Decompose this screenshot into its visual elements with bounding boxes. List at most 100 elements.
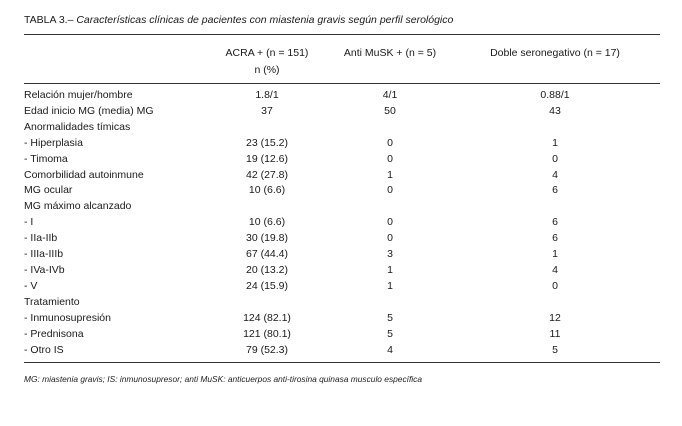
table-row: - Timoma 19 (12.6) 0 0: [24, 152, 660, 168]
seronegative-value: [450, 199, 660, 215]
table-row: - V 24 (15.9) 1 0: [24, 279, 660, 295]
table-row: MG ocular 10 (6.6) 0 6: [24, 183, 660, 199]
acra-value: 124 (82.1): [243, 311, 291, 324]
acra-value: 24 (15.9): [245, 279, 289, 292]
acra-value: 19 (12.6): [245, 152, 289, 165]
acra-value: [204, 295, 330, 311]
row-label: - IIa-IIb: [24, 232, 58, 245]
table-row: Comorbilidad autoinmune 42 (27.8) 1 4: [24, 168, 660, 184]
header-rule: [24, 83, 660, 84]
row-label: MG máximo alcanzado: [24, 200, 132, 213]
row-label: Comorbilidad autoinmune: [24, 168, 144, 181]
acra-value: 79 (52.3): [245, 343, 289, 356]
column-header-seronegative-line1: Doble seronegativo (n = 17): [490, 47, 620, 59]
row-label: - I: [24, 216, 34, 229]
musk-value: 1: [387, 279, 393, 292]
seronegative-value: 0: [552, 152, 558, 165]
column-header-acra: ACRA + (n = 151) n (%): [204, 45, 330, 79]
musk-value: 0: [387, 232, 393, 245]
musk-value: 5: [387, 311, 393, 324]
acra-value: 37: [261, 104, 273, 117]
table-title-text: Características clínicas de pacientes co…: [73, 14, 454, 26]
table-title: TABLA 3.– Características clínicas de pa…: [24, 14, 453, 26]
table-row: - Prednisona 121 (80.1) 5 11: [24, 327, 660, 343]
musk-value: [330, 120, 450, 136]
row-label: Relación mujer/hombre: [24, 89, 133, 101]
row-label: Tratamiento: [24, 295, 80, 308]
data-table: Relación mujer/hombre 1.8/1 4/1 0.88/1 Edad …: [24, 88, 660, 358]
table-row: Relación mujer/hombre 1.8/1 4/1 0.88/1: [24, 88, 660, 104]
table-body: Relación mujer/hombre 1.8/1 4/1 0.88/1 Edad …: [24, 88, 660, 358]
musk-value: 1: [387, 263, 393, 276]
row-label: - IIIa-IIIb: [24, 248, 64, 261]
row-label: - Inmunosupresión: [24, 311, 111, 324]
musk-value: [330, 199, 450, 215]
table-footnote: MG: miastenia gravis; IS: inmunosupresor…: [24, 374, 422, 384]
musk-value: [330, 295, 450, 311]
musk-value: 0: [387, 136, 393, 149]
column-header-acra-line2: n (%): [254, 64, 280, 76]
musk-value: 1: [387, 168, 393, 181]
acra-value: [204, 199, 330, 215]
column-header-musk-line1: Anti MuSK + (n = 5): [343, 47, 437, 59]
row-label: - Otro IS: [24, 343, 64, 356]
musk-value: 0: [387, 216, 393, 229]
musk-value: 5: [387, 327, 393, 340]
musk-value: 0: [387, 152, 393, 165]
seronegative-value: 6: [552, 216, 558, 229]
table-row: - IIa-IIb 30 (19.8) 0 6: [24, 231, 660, 247]
musk-value: 3: [387, 248, 393, 261]
row-label: - V: [24, 279, 38, 292]
table-title-label: TABLA 3.–: [24, 14, 74, 26]
musk-value: 4: [387, 343, 393, 356]
table-row: MG máximo alcanzado: [24, 199, 660, 215]
column-header-acra-line1: ACRA + (n = 151): [225, 47, 309, 59]
seronegative-value: [450, 120, 660, 136]
seronegative-value: 6: [552, 184, 558, 197]
table-row: Tratamiento: [24, 295, 660, 311]
table-row: - Hiperplasia 23 (15.2) 0 1: [24, 136, 660, 152]
acra-value: 10 (6.6): [248, 216, 286, 229]
table-row: - I 10 (6.6) 0 6: [24, 215, 660, 231]
acra-value: 10 (6.6): [248, 184, 286, 197]
seronegative-value: [450, 295, 660, 311]
acra-value: 42 (27.8): [245, 168, 289, 181]
acra-value: 67 (44.4): [245, 248, 289, 261]
seronegative-value: 11: [549, 327, 561, 340]
acra-value: 30 (19.8): [245, 232, 289, 245]
bottom-rule: [24, 362, 660, 363]
table-row: - Inmunosupresión 124 (82.1) 5 12: [24, 311, 660, 327]
acra-value: 1.8/1: [255, 89, 279, 101]
table-row: - Otro IS 79 (52.3) 4 5: [24, 343, 660, 359]
table-row: - IIIa-IIIb 67 (44.4) 3 1: [24, 247, 660, 263]
row-label: - Hiperplasia: [24, 136, 83, 149]
seronegative-value: 12: [549, 311, 561, 324]
seronegative-value: 5: [552, 343, 558, 356]
row-label: - Timoma: [24, 152, 68, 165]
row-label: - Prednisona: [24, 327, 84, 340]
seronegative-value: 4: [552, 263, 558, 276]
row-label: Anormalidades tímicas: [24, 120, 131, 133]
acra-value: 23 (15.2): [245, 136, 289, 149]
musk-value: 0: [387, 184, 393, 197]
seronegative-value: 1: [552, 248, 558, 261]
row-label: MG ocular: [24, 184, 73, 197]
acra-value: 121 (80.1): [243, 327, 291, 340]
musk-value: 50: [384, 104, 396, 117]
musk-value: 4/1: [382, 89, 398, 101]
acra-value: 20 (13.2): [245, 263, 289, 276]
seronegative-value: 6: [552, 232, 558, 245]
column-header-musk: Anti MuSK + (n = 5): [330, 45, 450, 62]
table-row: Edad inicio MG (media) MG 37 50 43: [24, 104, 660, 120]
table-row: Anormalidades tímicas: [24, 120, 660, 136]
seronegative-value: 0: [552, 279, 558, 292]
row-label: Edad inicio MG (media) MG: [24, 104, 154, 117]
seronegative-value: 0.88/1: [540, 89, 570, 101]
table-row: - IVa-IVb 20 (13.2) 1 4: [24, 263, 660, 279]
row-label: - IVa-IVb: [24, 263, 65, 276]
seronegative-value: 1: [552, 136, 558, 149]
seronegative-value: 4: [552, 168, 558, 181]
seronegative-value: 43: [549, 104, 561, 117]
top-rule: [24, 34, 660, 35]
acra-value: [204, 120, 330, 136]
